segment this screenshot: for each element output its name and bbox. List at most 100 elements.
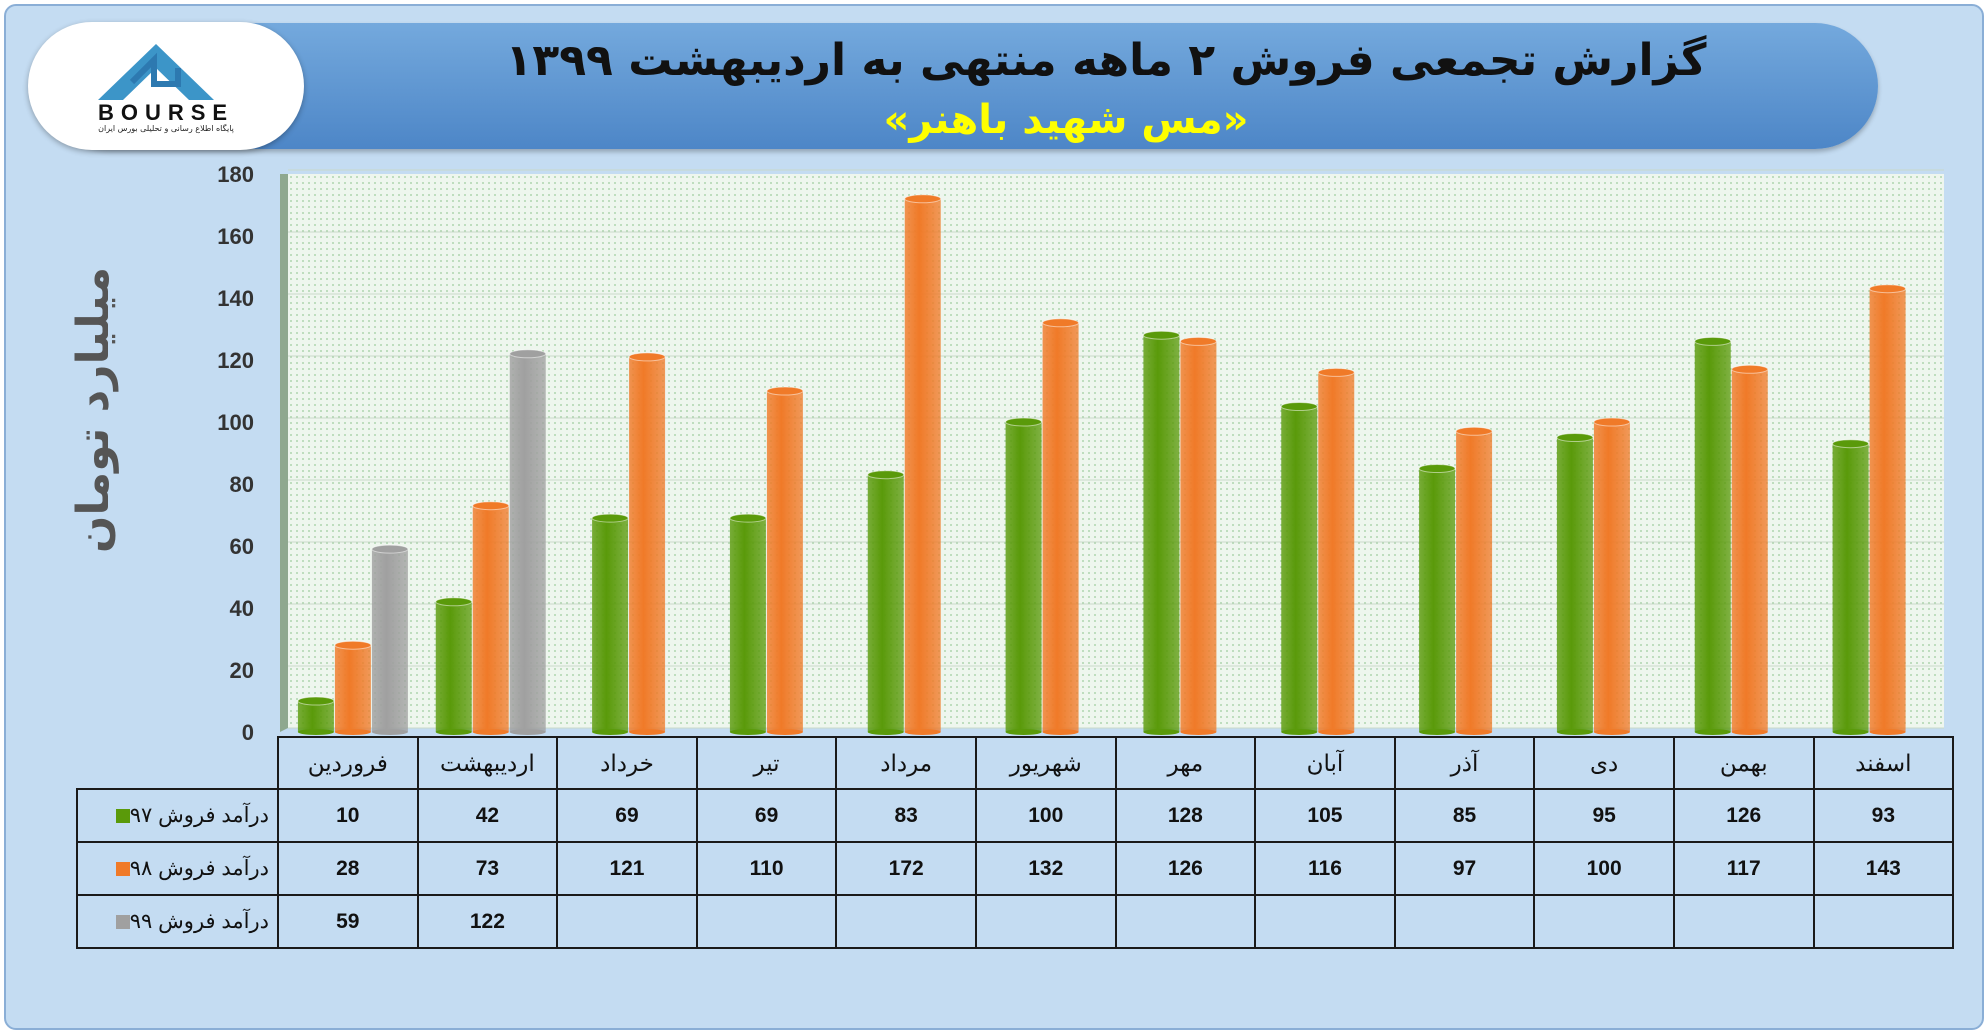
bar xyxy=(729,513,767,735)
table-corner xyxy=(77,737,279,790)
bar xyxy=(371,544,409,735)
data-cell xyxy=(1812,894,1955,949)
data-cell xyxy=(974,894,1117,949)
category-label: آبان xyxy=(1254,736,1396,790)
plot-area xyxy=(280,169,1944,732)
bar xyxy=(435,597,473,735)
data-cell xyxy=(1114,894,1257,949)
data-cell: 69 xyxy=(695,788,838,843)
category-label: اسفند xyxy=(1812,736,1955,790)
data-cell: 28 xyxy=(277,841,419,896)
data-cell: 121 xyxy=(556,841,698,896)
data-cell: 143 xyxy=(1812,841,1955,896)
logo-wordmark: BOURSE xyxy=(98,100,234,125)
data-cell: 69 xyxy=(556,788,698,843)
bar xyxy=(1556,433,1594,735)
data-cell: 132 xyxy=(974,841,1117,896)
data-cell: 83 xyxy=(835,788,977,843)
category-label: مهر xyxy=(1114,736,1257,790)
bar xyxy=(867,470,905,735)
bar xyxy=(1869,284,1907,735)
bar xyxy=(766,386,804,735)
data-cell: 42 xyxy=(416,788,559,843)
data-cell: 110 xyxy=(695,841,838,896)
series-name: درآمد فروش ۹۹ xyxy=(129,910,269,933)
category-label: مرداد xyxy=(835,736,977,790)
data-cell: 95 xyxy=(1533,788,1675,843)
bourse-logo-graphic: BOURSE xyxy=(98,44,234,125)
bar xyxy=(1455,426,1493,735)
data-cell xyxy=(1393,894,1536,949)
legend-entry: درآمد فروش ۹۷ xyxy=(76,788,279,843)
bar xyxy=(1042,318,1080,735)
y-tick-label: 160 xyxy=(217,224,254,249)
bar xyxy=(904,194,942,735)
bar xyxy=(334,640,372,735)
bar xyxy=(1418,464,1456,735)
bar xyxy=(1142,330,1180,735)
data-cell: 97 xyxy=(1393,841,1536,896)
category-label: اردیبهشت xyxy=(416,736,559,790)
bar xyxy=(1280,402,1318,735)
title-banner: گزارش تجمعی فروش ۲ ماهه منتهی به اردیبهش… xyxy=(46,23,1878,149)
chart-title: گزارش تجمعی فروش ۲ ماهه منتهی به اردیبهش… xyxy=(505,35,1707,86)
legend-color-key xyxy=(115,809,130,824)
category-label: بهمن xyxy=(1672,736,1815,790)
category-label: فروردین xyxy=(277,736,419,790)
bar xyxy=(509,349,547,735)
data-cell: 122 xyxy=(416,894,559,949)
data-cell xyxy=(1533,894,1675,949)
bar xyxy=(1179,336,1217,735)
category-label: دی xyxy=(1533,736,1675,790)
logo-tagline: پایگاه اطلاع رسانی و تحلیلی بورس ایران xyxy=(98,124,234,133)
category-label: شهریور xyxy=(974,736,1117,790)
chart-subtitle: «مس شهید باهنر» xyxy=(883,97,1249,143)
bar xyxy=(591,513,629,735)
chart-frame: گزارش تجمعی فروش ۲ ماهه منتهی به اردیبهش… xyxy=(4,4,1984,1030)
legend-color-key xyxy=(115,915,130,930)
data-table: فروردین اردیبهشت خرداد تیر مرداد شهریور مهر آبا… xyxy=(76,736,1955,949)
data-cell xyxy=(556,894,698,949)
bars-group xyxy=(297,194,1907,735)
data-cell xyxy=(1672,894,1815,949)
category-label: آذر xyxy=(1393,736,1536,790)
y-tick-label: 100 xyxy=(217,410,254,435)
bar xyxy=(472,501,510,735)
data-cell: 73 xyxy=(416,841,559,896)
data-cell: 10 xyxy=(277,788,419,843)
data-cell: 85 xyxy=(1393,788,1536,843)
bar xyxy=(1593,417,1631,735)
data-cell xyxy=(1254,894,1396,949)
data-cell xyxy=(695,894,838,949)
data-cell: 105 xyxy=(1254,788,1396,843)
table-row: درآمد فروش ۹۷ 10 42 69 69 83 100 128 105 85 95 126 9… xyxy=(76,788,1955,843)
category-label: خرداد xyxy=(556,736,698,790)
data-cell: 116 xyxy=(1254,841,1396,896)
y-tick-label: 180 xyxy=(217,162,254,187)
bourse-logo: BOURSE پایگاه اطلاع رسانی و تحلیلی بورس … xyxy=(28,22,304,150)
table-row: درآمد فروش ۹۹ 59 122 xyxy=(76,894,1955,949)
y-tick-label: 40 xyxy=(230,596,254,621)
data-cell: 117 xyxy=(1672,841,1815,896)
data-cell: 100 xyxy=(974,788,1117,843)
legend-color-key xyxy=(115,862,130,877)
data-cell: 128 xyxy=(1114,788,1257,843)
y-axis-label: میلیارد تومان xyxy=(68,266,119,554)
data-cell: 100 xyxy=(1533,841,1675,896)
series-name: درآمد فروش ۹۸ xyxy=(129,857,269,880)
bar xyxy=(297,696,335,735)
data-cell: 126 xyxy=(1114,841,1257,896)
category-label: تیر xyxy=(695,736,838,790)
bar xyxy=(1694,336,1732,735)
data-cell: 59 xyxy=(277,894,419,949)
y-tick-label: 120 xyxy=(217,348,254,373)
y-tick-label: 60 xyxy=(230,534,254,559)
series-name: درآمد فروش ۹۷ xyxy=(129,804,269,827)
bar xyxy=(1005,417,1043,735)
data-cell: 93 xyxy=(1812,788,1955,843)
data-cell: 172 xyxy=(835,841,977,896)
y-tick-label: 80 xyxy=(230,472,254,497)
y-tick-label: 140 xyxy=(217,286,254,311)
